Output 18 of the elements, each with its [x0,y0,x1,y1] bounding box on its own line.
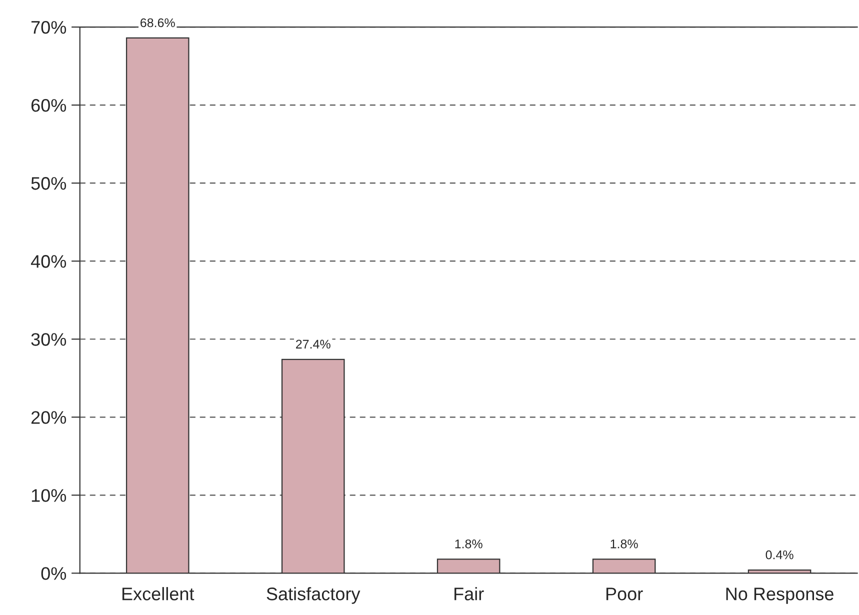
data-label: 0.4% [766,550,794,560]
data-label: 1.8% [455,539,482,548]
y-tick-label: 60% [31,99,66,112]
data-label: 68.6% [140,18,175,28]
y-tick-label: 40% [30,255,66,268]
x-tick-label: Poor [606,588,643,600]
y-tick-label: 20% [31,411,66,424]
y-tick-label: 10% [32,489,66,502]
x-tick-label: Fair [454,587,484,600]
data-label: 1.8% [610,539,638,548]
x-tick-label: No Response [726,588,834,604]
x-tick-label: Satisfactory [266,587,360,604]
y-tick-label: 50% [31,177,66,190]
x-tick-label: Excellent [122,587,194,600]
y-tick-label: 70% [31,20,66,34]
data-label: 27.4% [296,340,330,349]
y-tick-label: 30% [31,333,66,346]
y-tick-label: 0% [41,567,66,580]
